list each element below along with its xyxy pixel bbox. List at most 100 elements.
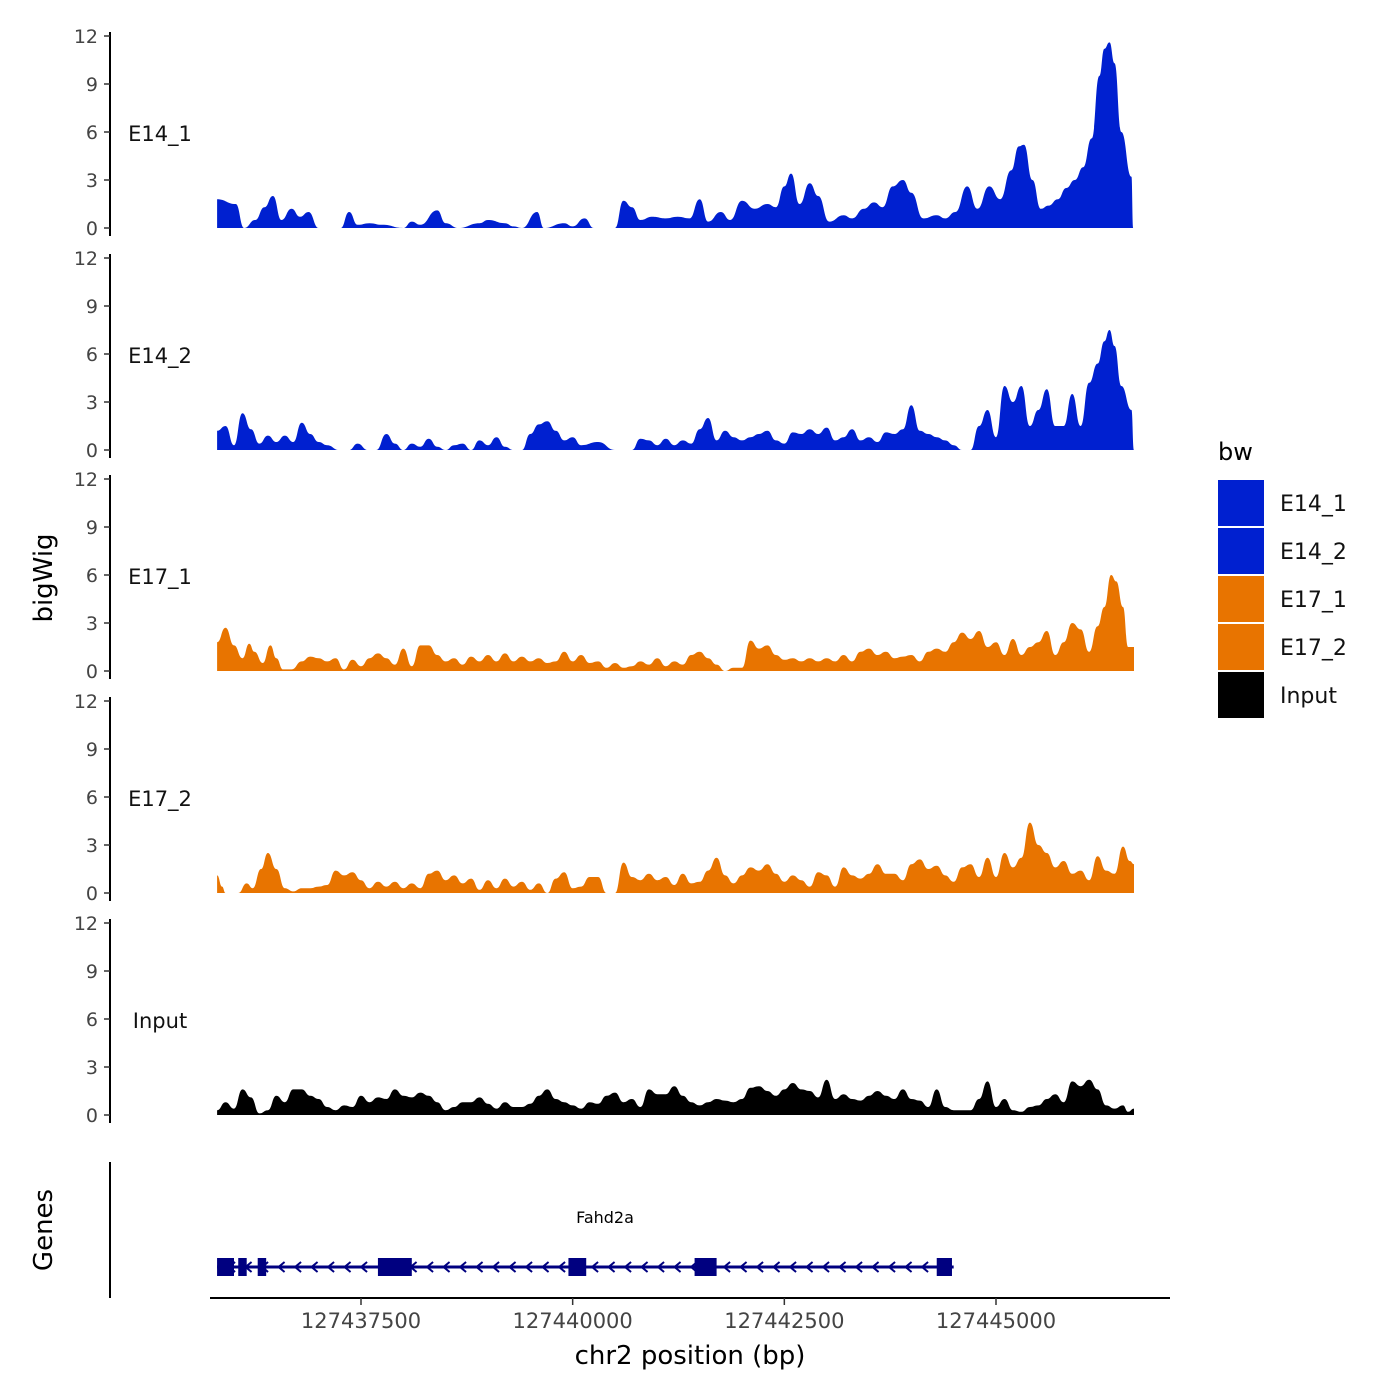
strand-arrow <box>458 1261 467 1273</box>
strand-arrow <box>722 1261 731 1273</box>
track-label: Input <box>133 1009 187 1033</box>
strand-arrow <box>904 1261 913 1273</box>
gene-exon <box>694 1258 717 1276</box>
y-tick-label: 12 <box>74 691 98 713</box>
gene-exon <box>238 1258 247 1276</box>
strand-arrow <box>656 1261 665 1273</box>
strand-arrow <box>524 1261 533 1273</box>
strand-arrow <box>277 1261 286 1273</box>
strand-arrow <box>920 1261 929 1273</box>
strand-arrow <box>739 1261 748 1273</box>
y-tick-label: 3 <box>86 835 98 857</box>
track-e17-2: 0 3 6 9 12 E17_2 <box>74 691 1135 905</box>
y-tick-label: 6 <box>86 122 98 144</box>
strand-arrow <box>821 1261 830 1273</box>
y-tick-label: 3 <box>86 1057 98 1079</box>
strand-arrow <box>838 1261 847 1273</box>
y-tick-label: 9 <box>86 739 98 761</box>
gene-exon <box>377 1258 412 1276</box>
x-axis-title: chr2 position (bp) <box>575 1341 806 1371</box>
coverage-area-e17-1 <box>217 575 1135 671</box>
strand-arrow <box>590 1261 599 1273</box>
strand-arrow <box>359 1261 368 1273</box>
coverage-area-e17-2 <box>217 822 1135 893</box>
strand-arrow <box>887 1261 896 1273</box>
x-tick-label: 127437500 <box>301 1309 421 1333</box>
strand-arrow <box>293 1261 302 1273</box>
y-tick-label: 0 <box>86 883 98 905</box>
strand-arrow <box>772 1261 781 1273</box>
y-tick-label: 9 <box>86 74 98 96</box>
strand-arrow <box>310 1261 319 1273</box>
y-tick-label: 0 <box>86 440 98 462</box>
y-tick-label: 6 <box>86 1009 98 1031</box>
y-tick-label: 3 <box>86 392 98 414</box>
strand-arrow <box>557 1261 566 1273</box>
bigwig-tracks: 0 3 6 9 12 E14_1 0 3 6 9 12 E14_2 0 3 6 9 12 E17_1 0 3 6 9 12 E… <box>74 26 1135 1127</box>
strand-arrow <box>343 1261 352 1273</box>
x-axis: chr2 position (bp) 127437500 127440000 127… <box>210 1297 1170 1371</box>
genes-axis-title: Genes <box>29 1189 59 1271</box>
y-tick-label: 0 <box>86 218 98 240</box>
y-tick-label: 9 <box>86 517 98 539</box>
strand-arrow <box>788 1261 797 1273</box>
x-tick-label: 127440000 <box>513 1309 633 1333</box>
strand-arrow <box>541 1261 550 1273</box>
y-axis-title: bigWig <box>29 533 59 622</box>
y-tick-label: 12 <box>74 469 98 491</box>
strand-arrow <box>871 1261 880 1273</box>
y-tick-label: 6 <box>86 787 98 809</box>
coverage-area-e14-2 <box>217 330 1135 450</box>
strand-arrow <box>326 1261 335 1273</box>
strand-arrow <box>508 1261 517 1273</box>
track-input: 0 3 6 9 12 Input <box>74 913 1135 1127</box>
y-tick-label: 9 <box>86 296 98 318</box>
y-tick-label: 12 <box>74 913 98 935</box>
coverage-area-e14-1 <box>217 42 1134 229</box>
gene-exon <box>257 1258 267 1276</box>
legend-label: E14_2 <box>1280 540 1347 565</box>
strand-arrow <box>805 1261 814 1273</box>
strand-arrow <box>673 1261 682 1273</box>
gene-exon <box>568 1258 587 1276</box>
y-tick-label: 3 <box>86 613 98 635</box>
y-tick-label: 0 <box>86 661 98 683</box>
strand-arrow <box>491 1261 500 1273</box>
y-tick-label: 12 <box>74 26 98 48</box>
legend: bw E14_1 E14_2 E17_1 E17_2 Input <box>1218 438 1347 718</box>
gene-label-fahd2a: Fahd2a <box>576 1208 634 1227</box>
y-tick-label: 3 <box>86 170 98 192</box>
strand-arrow <box>607 1261 616 1273</box>
legend-swatch <box>1218 528 1264 574</box>
y-tick-label: 6 <box>86 565 98 587</box>
legend-label: Input <box>1280 684 1337 709</box>
legend-label: E17_2 <box>1280 636 1347 661</box>
y-tick-label: 12 <box>74 248 98 270</box>
y-tick-label: 9 <box>86 961 98 983</box>
track-label: E14_2 <box>128 344 192 369</box>
track-label: E17_1 <box>128 565 192 590</box>
x-tick-label: 127445000 <box>936 1309 1056 1333</box>
track-e14-2: 0 3 6 9 12 E14_2 <box>74 248 1135 462</box>
strand-arrow <box>854 1261 863 1273</box>
gene-exon <box>936 1258 952 1276</box>
legend-title: bw <box>1218 438 1253 466</box>
strand-arrow <box>475 1261 484 1273</box>
track-label: E14_1 <box>128 122 192 147</box>
track-label: E17_2 <box>128 787 192 812</box>
legend-swatch <box>1218 480 1264 526</box>
legend-label: E14_1 <box>1280 492 1347 517</box>
strand-arrow <box>442 1261 451 1273</box>
track-e14-1: 0 3 6 9 12 E14_1 <box>74 26 1134 240</box>
strand-arrow <box>623 1261 632 1273</box>
gene-exon <box>217 1258 234 1276</box>
strand-arrow <box>755 1261 764 1273</box>
coverage-area-input <box>217 1079 1135 1115</box>
y-tick-label: 0 <box>86 1105 98 1127</box>
x-tick-label: 127442500 <box>724 1309 844 1333</box>
y-tick-label: 6 <box>86 344 98 366</box>
legend-label: E17_1 <box>1280 588 1347 613</box>
strand-arrow <box>640 1261 649 1273</box>
strand-arrow <box>425 1261 434 1273</box>
